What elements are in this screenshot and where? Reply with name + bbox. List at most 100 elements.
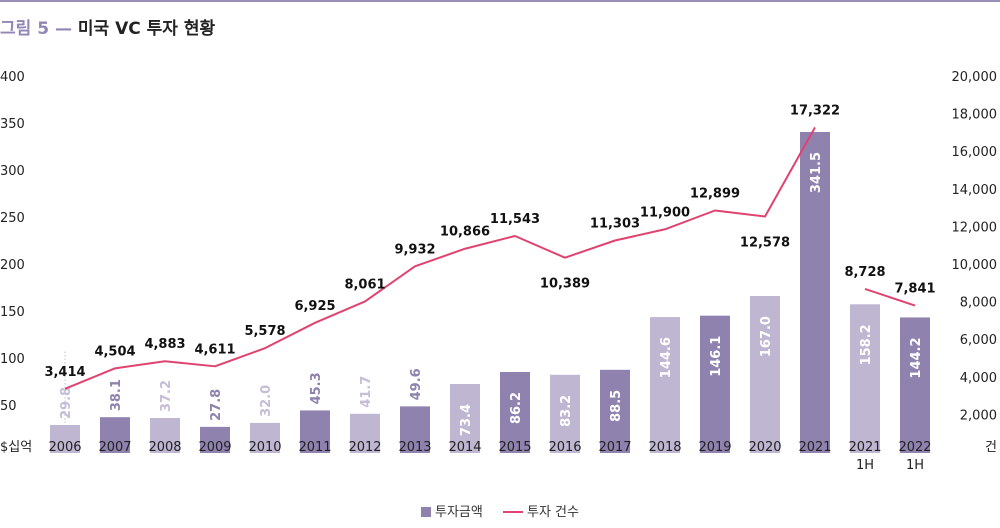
right-axis-tick-label: 16,000 — [952, 145, 998, 160]
right-axis-tick-label: 4,000 — [960, 371, 997, 386]
line-value-label: 4,883 — [144, 337, 185, 352]
figure-number: 그림 5 — [0, 19, 50, 39]
x-axis-tick-label: 2020 — [748, 440, 781, 455]
chart-title: 미국 VC 투자 현황 — [77, 19, 216, 39]
right-axis-tick-label: 20,000 — [952, 70, 998, 85]
x-axis-tick-label: 2021 — [848, 440, 881, 455]
bar-12 — [650, 317, 680, 453]
bar-7 — [400, 406, 430, 453]
legend-label-amount: 투자금액 — [435, 505, 483, 520]
x-axis-tick-label: 2015 — [498, 440, 531, 455]
line-value-label: 4,504 — [94, 344, 135, 359]
left-axis-tick-label: 350 — [0, 117, 25, 132]
right-axis-tick-label: 10,000 — [952, 258, 998, 273]
bar-value-label: 41.7 — [359, 376, 374, 408]
bar-value-label: 86.2 — [509, 392, 524, 424]
bar-value-label: 158.2 — [859, 324, 874, 365]
x-axis-tick-label: 2018 — [648, 440, 681, 455]
bar-8 — [450, 384, 480, 453]
bar-6 — [350, 413, 380, 453]
figure-title: 그림 5 — 미국 VC 투자 현황 — [0, 14, 215, 39]
x-axis-tick-label: 2012 — [348, 440, 381, 455]
bar-value-label: 45.3 — [309, 372, 324, 404]
bar-0 — [50, 424, 80, 453]
x-axis-tick-label: 1H — [906, 458, 924, 473]
right-axis-tick-label: 14,000 — [952, 183, 998, 198]
x-axis-tick-label: 2013 — [398, 440, 431, 455]
bar-1 — [100, 417, 130, 453]
x-axis-tick-label: 2014 — [448, 440, 481, 455]
left-axis-tick-label: 300 — [0, 164, 25, 179]
line-value-label: 11,900 — [640, 205, 690, 220]
x-axis-tick-label: 2006 — [48, 440, 81, 455]
right-axis-tick-label: 6,000 — [960, 333, 997, 348]
bar-value-label: 146.1 — [709, 336, 724, 377]
line-value-label: 8,728 — [844, 265, 885, 280]
bar-9 — [500, 371, 530, 453]
legend-line-swatch — [503, 511, 523, 513]
x-axis-tick-label: 2011 — [298, 440, 331, 455]
bar-value-label: 88.5 — [609, 390, 624, 422]
left-axis-unit-label: $십억 — [0, 440, 32, 455]
left-axis-tick-label: 250 — [0, 211, 25, 226]
x-axis-tick-label: 2007 — [98, 440, 131, 455]
line-value-label: 7,841 — [894, 282, 935, 297]
bar-value-label: 83.2 — [559, 395, 574, 427]
bar-value-label: 38.1 — [109, 379, 124, 411]
bar-value-label: 49.6 — [409, 368, 424, 400]
bar-2 — [150, 418, 180, 453]
bar-value-label: 32.0 — [259, 385, 274, 417]
x-axis-tick-label: 2009 — [198, 440, 231, 455]
x-axis-tick-label: 2008 — [148, 440, 181, 455]
bar-13 — [700, 315, 730, 453]
bar-10 — [550, 374, 580, 453]
bar-14 — [750, 296, 780, 453]
legend-label-count: 투자 건수 — [527, 505, 579, 520]
bar-value-label: 167.0 — [759, 316, 774, 357]
left-axis-tick-label: 50 — [0, 399, 17, 414]
x-axis-tick-label: 2022 — [898, 440, 931, 455]
bar-16 — [850, 304, 880, 453]
bar-value-label: 27.8 — [209, 389, 224, 421]
x-axis-tick-label: 1H — [856, 458, 874, 473]
line-value-label: 9,932 — [394, 242, 435, 257]
count-line-segment-0 — [64, 126, 816, 390]
bar-5 — [300, 410, 330, 453]
bar-11 — [600, 369, 630, 453]
line-value-label: 10,866 — [440, 225, 490, 240]
left-axis-tick-label: 100 — [0, 352, 25, 367]
bar-value-label: 37.2 — [159, 380, 174, 412]
bar-value-label: 73.4 — [459, 404, 474, 436]
legend-item-amount: 투자금액 — [421, 501, 483, 520]
line-value-label: 3,414 — [44, 365, 85, 380]
line-value-label: 4,611 — [194, 342, 235, 357]
bar-value-label: 29.8 — [59, 387, 74, 419]
right-axis-tick-label: 8,000 — [960, 296, 997, 311]
line-value-label: 12,899 — [690, 186, 740, 201]
x-axis-tick-label: 2019 — [698, 440, 731, 455]
line-value-label: 17,322 — [790, 103, 840, 118]
right-axis-tick-label: 2,000 — [960, 408, 997, 423]
bar-value-label: 144.2 — [909, 337, 924, 378]
top-border-line — [0, 0, 1000, 2]
line-value-label: 5,578 — [244, 324, 285, 339]
title-separator: — — [54, 19, 72, 39]
chart-legend: 투자금액 투자 건수 — [0, 501, 1000, 520]
legend-item-count: 투자 건수 — [503, 501, 579, 520]
bar-value-label: 341.5 — [809, 152, 824, 193]
count-line-segment-1 — [864, 287, 916, 307]
x-axis-tick-label: 2010 — [248, 440, 281, 455]
right-axis-unit-label: 건 — [985, 440, 997, 455]
line-value-label: 12,578 — [740, 236, 790, 251]
bar-17 — [900, 317, 930, 453]
line-value-label: 10,389 — [540, 277, 590, 292]
left-axis-tick-label: 150 — [0, 305, 25, 320]
x-axis-tick-label: 2017 — [598, 440, 631, 455]
left-axis-tick-label: 200 — [0, 258, 25, 273]
x-axis-tick-label: 2021 — [798, 440, 831, 455]
right-axis-tick-label: 12,000 — [952, 220, 998, 235]
bar-3 — [200, 426, 230, 453]
right-axis-tick-label: 18,000 — [952, 108, 998, 123]
line-value-label: 8,061 — [344, 277, 385, 292]
